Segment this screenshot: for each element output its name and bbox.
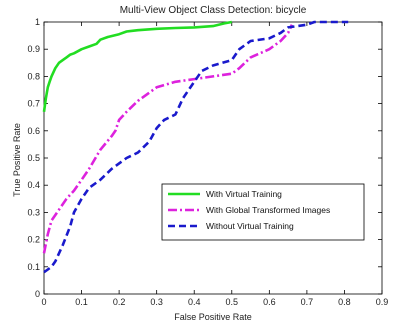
- y-tick-label: 0.3: [27, 207, 40, 217]
- x-tick-label: 0.7: [301, 297, 314, 307]
- x-tick-label: 0.9: [376, 297, 389, 307]
- y-tick-label: 0.8: [27, 71, 40, 81]
- y-tick-label: 0.9: [27, 44, 40, 54]
- plot-area: 0 0.1 0.2 0.3 0.4 0.5 0.6 0.7 0.8 0.9 0 0.1 0.2 0.3 0.…: [27, 17, 388, 307]
- y-tick-label: 0: [35, 289, 40, 299]
- x-tick-label: 0.3: [150, 297, 163, 307]
- y-tick-label: 0.6: [27, 126, 40, 136]
- y-axis-label: True Positive Rate: [12, 123, 22, 197]
- x-tick-label: 0.6: [263, 297, 276, 307]
- x-tick-label: 0.4: [188, 297, 201, 307]
- series-line-1: [42, 20, 233, 112]
- x-axis-label: False Positive Rate: [174, 312, 252, 322]
- x-tick-label: 0: [41, 297, 46, 307]
- y-tick-label: 0.1: [27, 262, 40, 272]
- legend-label-3: Without Virtual Training: [206, 221, 294, 231]
- legend: With Virtual Training With Global Transfo…: [161, 183, 365, 241]
- legend-label-2: With Global Transformed Images: [206, 205, 330, 215]
- series-line-2: [42, 24, 294, 254]
- x-tick-label: 0.1: [75, 297, 88, 307]
- legend-label-1: With Virtual Training: [206, 189, 282, 199]
- y-tick-label: 0.5: [27, 153, 40, 163]
- x-tick-label: 0.8: [338, 297, 351, 307]
- x-tick-label: 0.2: [113, 297, 126, 307]
- series-line-3: [43, 20, 349, 274]
- x-tick-label: 0.5: [226, 297, 239, 307]
- chart-title: Multi-View Object Class Detection: bicyc…: [120, 5, 307, 16]
- y-tick-label: 0.2: [27, 235, 40, 245]
- y-tick-label: 0.4: [27, 180, 40, 190]
- y-tick-label: 0.7: [27, 99, 40, 109]
- y-tick-label: 1: [35, 17, 40, 27]
